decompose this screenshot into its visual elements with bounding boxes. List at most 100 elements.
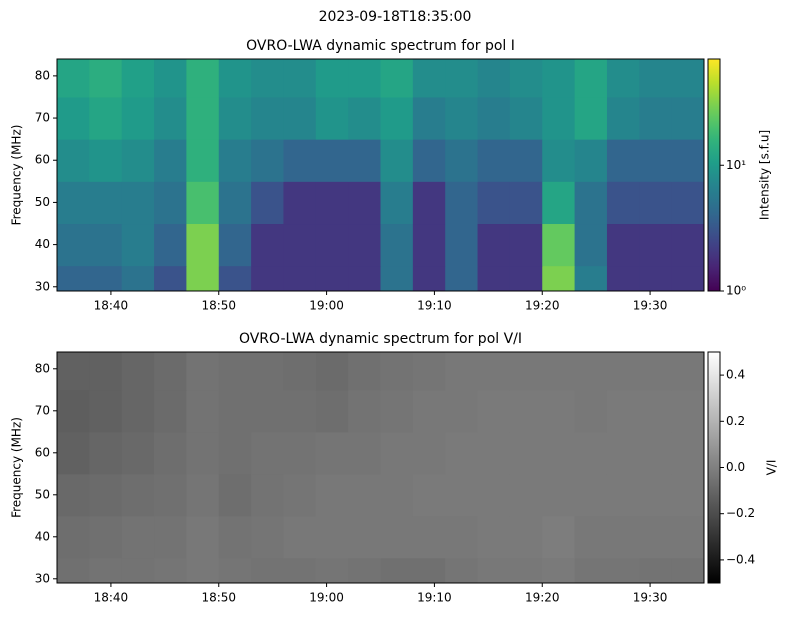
heatmap-cell	[445, 59, 479, 98]
heatmap-cell	[606, 389, 640, 433]
heatmap-cell	[380, 265, 414, 292]
heatmap-cell	[121, 557, 155, 584]
x-tick-label: 19:30	[633, 591, 668, 605]
colorbar-tick-label: 10¹	[726, 158, 746, 172]
heatmap-cell	[639, 557, 673, 584]
y-axis-label: Frequency (MHz)	[10, 125, 24, 226]
heatmap-cell	[509, 352, 543, 391]
heatmap-cell	[671, 265, 705, 292]
heatmap-cell	[671, 139, 705, 182]
heatmap-cell	[89, 96, 123, 140]
colorbar-tick-label: −0.4	[726, 552, 755, 566]
heatmap-cell	[57, 139, 90, 182]
heatmap-cell	[57, 389, 90, 433]
heatmap-cell	[639, 265, 673, 292]
y-tick-label: 70	[35, 403, 50, 417]
heatmap-cell	[251, 139, 284, 182]
heatmap-cell	[251, 265, 284, 292]
heatmap-cell	[251, 431, 284, 475]
heatmap-cell	[186, 223, 220, 267]
x-tick-label: 18:50	[201, 299, 236, 313]
colorbar-tick-label: 0.2	[726, 414, 745, 428]
x-tick-label: 19:30	[633, 299, 668, 313]
heatmap-cell	[412, 515, 446, 559]
heatmap-cell	[574, 431, 608, 475]
colorbar	[707, 58, 721, 292]
heatmap-cell	[606, 473, 640, 517]
heatmap-cell	[283, 59, 317, 98]
heatmap-cell	[477, 59, 511, 98]
heatmap-cell	[412, 352, 446, 391]
heatmap-cell	[315, 515, 349, 559]
heatmap-cell	[380, 181, 414, 225]
heatmap-cell	[380, 352, 414, 391]
heatmap-cell	[154, 473, 187, 517]
heatmap-cell	[445, 96, 479, 140]
heatmap-cell	[57, 431, 90, 475]
colorbar-tick-label: 10⁰	[726, 284, 746, 298]
heatmap-cell	[315, 96, 349, 140]
heatmap-cell	[606, 223, 640, 267]
x-tick-label: 18:40	[94, 299, 129, 313]
heatmap-cell	[671, 473, 705, 517]
heatmap-cell	[542, 96, 576, 140]
heatmap-cell	[251, 59, 284, 98]
heatmap-cell	[186, 557, 220, 584]
heatmap-cell	[121, 181, 155, 225]
heatmap-cell	[89, 265, 123, 292]
heatmap-cell	[57, 473, 90, 517]
heatmap-cell	[445, 181, 479, 225]
heatmap-cell	[574, 181, 608, 225]
heatmap-cell	[251, 515, 284, 559]
heatmap-cell	[186, 59, 220, 98]
heatmap-cell	[121, 59, 155, 98]
heatmap-cell	[283, 515, 317, 559]
heatmap-cell	[542, 389, 576, 433]
heatmap-cell	[477, 431, 511, 475]
heatmap-cell	[380, 139, 414, 182]
heatmap-cell	[57, 557, 90, 584]
heatmap-cell	[606, 181, 640, 225]
y-tick-label: 50	[35, 195, 50, 209]
heatmap-cell	[89, 181, 123, 225]
heatmap-cell	[89, 352, 123, 391]
heatmap-cell	[574, 265, 608, 292]
heatmap-cell	[445, 557, 479, 584]
heatmap-cell	[57, 352, 90, 391]
heatmap-cell	[639, 431, 673, 475]
heatmap-cell	[412, 473, 446, 517]
heatmap-cell	[186, 431, 220, 475]
y-tick-label: 40	[35, 237, 50, 251]
heatmap-cell	[380, 515, 414, 559]
heatmap-cell	[186, 352, 220, 391]
heatmap-cell	[186, 139, 220, 182]
heatmap-cell	[348, 431, 381, 475]
heatmap-cell	[315, 389, 349, 433]
heatmap-cell	[251, 557, 284, 584]
heatmap-cell	[671, 431, 705, 475]
heatmap-cell	[186, 515, 220, 559]
heatmap-cell	[542, 223, 576, 267]
heatmap-cell	[574, 59, 608, 98]
heatmap-cell	[89, 139, 123, 182]
heatmap-cell	[121, 265, 155, 292]
heatmap-cell	[574, 473, 608, 517]
heatmap-cell	[89, 473, 123, 517]
heatmap-cell	[477, 389, 511, 433]
heatmap-cell	[477, 265, 511, 292]
heatmap-cell	[542, 473, 576, 517]
heatmap-cell	[154, 352, 187, 391]
heatmap-cell	[671, 389, 705, 433]
colorbar-label: Intensity [s.f.u]	[758, 130, 772, 220]
heatmap-cell	[89, 557, 123, 584]
heatmap-cell	[412, 557, 446, 584]
heatmap-cell	[315, 139, 349, 182]
heatmap-cell	[283, 473, 317, 517]
heatmap-cell	[542, 139, 576, 182]
panel-title: OVRO-LWA dynamic spectrum for pol I	[246, 38, 515, 54]
heatmap-cell	[606, 139, 640, 182]
y-tick-label: 50	[35, 487, 50, 501]
heatmap-cell	[509, 181, 543, 225]
heatmap-cell	[186, 181, 220, 225]
heatmap-cell	[671, 223, 705, 267]
